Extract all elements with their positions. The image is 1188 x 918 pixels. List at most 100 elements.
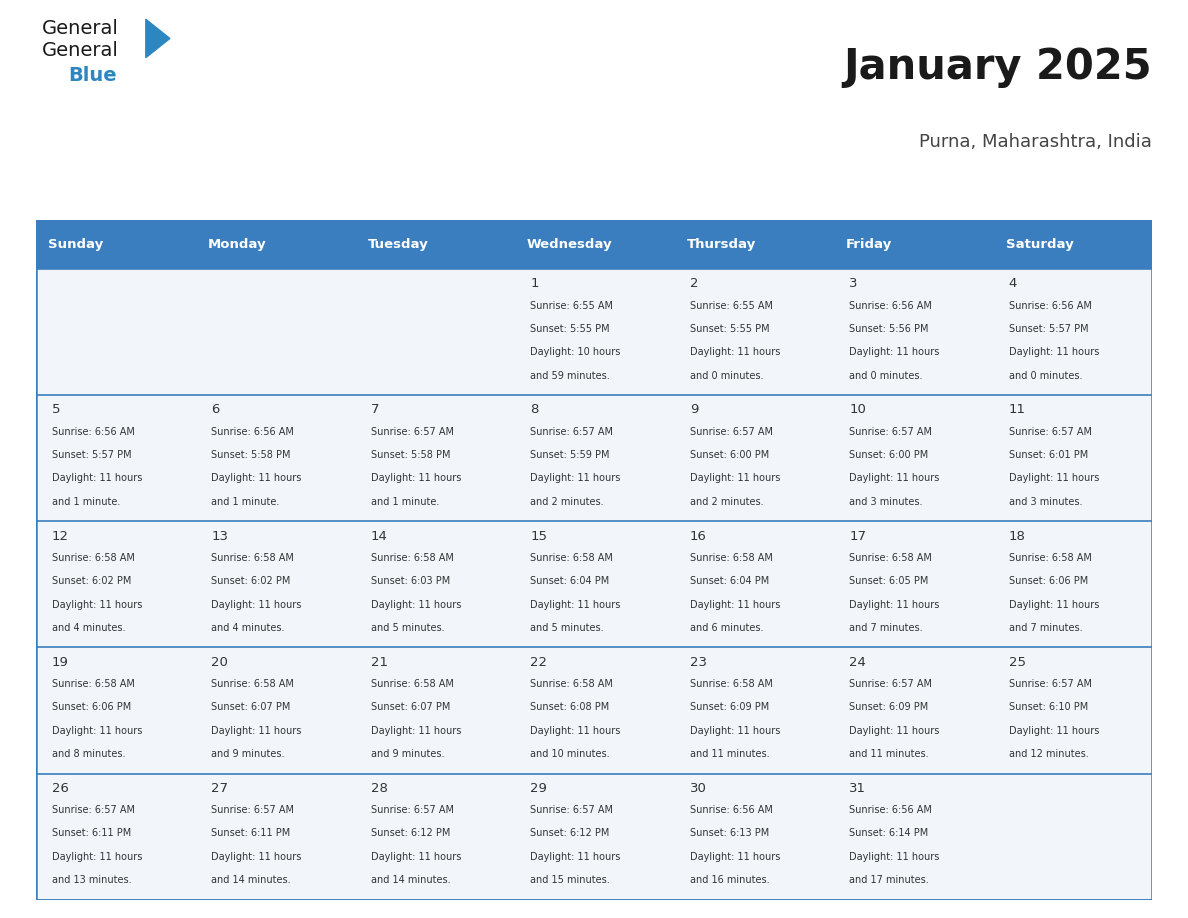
Text: Sunrise: 6:57 AM: Sunrise: 6:57 AM [1009,679,1092,688]
Text: 12: 12 [51,530,69,543]
Text: and 59 minutes.: and 59 minutes. [530,371,609,381]
Text: 11: 11 [1009,404,1025,417]
Bar [195,396,355,521]
Text: Sunset: 6:13 PM: Sunset: 6:13 PM [690,828,769,838]
Text: Sunrise: 6:58 AM: Sunrise: 6:58 AM [211,679,293,688]
Text: Daylight: 11 hours: Daylight: 11 hours [690,474,781,484]
Text: and 4 minutes.: and 4 minutes. [51,622,125,633]
Bar [993,774,1152,900]
Bar [674,774,833,900]
Text: and 3 minutes.: and 3 minutes. [849,497,923,507]
Text: Daylight: 11 hours: Daylight: 11 hours [849,725,940,735]
Text: and 1 minute.: and 1 minute. [371,497,440,507]
Text: Daylight: 11 hours: Daylight: 11 hours [371,852,461,862]
Text: Daylight: 11 hours: Daylight: 11 hours [1009,474,1099,484]
Text: Sunset: 6:05 PM: Sunset: 6:05 PM [849,577,929,587]
Text: 5: 5 [51,404,61,417]
Text: Sunrise: 6:58 AM: Sunrise: 6:58 AM [211,553,293,563]
Text: Daylight: 11 hours: Daylight: 11 hours [690,599,781,610]
Bar [833,396,993,521]
Text: Daylight: 11 hours: Daylight: 11 hours [690,347,781,357]
Text: Daylight: 11 hours: Daylight: 11 hours [371,725,461,735]
Text: and 8 minutes.: and 8 minutes. [51,749,125,759]
Text: Sunrise: 6:57 AM: Sunrise: 6:57 AM [1009,427,1092,437]
Text: Daylight: 11 hours: Daylight: 11 hours [51,852,143,862]
Bar [36,774,195,900]
Bar [36,396,195,521]
Text: 2: 2 [690,277,699,290]
Bar [674,220,833,269]
Text: and 0 minutes.: and 0 minutes. [849,371,923,381]
Text: Sunrise: 6:58 AM: Sunrise: 6:58 AM [371,553,454,563]
Text: Sunrise: 6:58 AM: Sunrise: 6:58 AM [530,553,613,563]
Text: and 14 minutes.: and 14 minutes. [211,875,291,885]
Text: 9: 9 [690,404,699,417]
Text: Daylight: 11 hours: Daylight: 11 hours [51,725,143,735]
Text: Daylight: 11 hours: Daylight: 11 hours [211,725,302,735]
Bar [993,396,1152,521]
Text: and 2 minutes.: and 2 minutes. [690,497,764,507]
Text: Thursday: Thursday [687,239,756,252]
Text: Sunrise: 6:55 AM: Sunrise: 6:55 AM [530,301,613,310]
Text: Daylight: 10 hours: Daylight: 10 hours [530,347,620,357]
Text: 17: 17 [849,530,866,543]
Text: Sunrise: 6:58 AM: Sunrise: 6:58 AM [690,679,772,688]
Text: Friday: Friday [846,239,892,252]
Text: Sunset: 6:14 PM: Sunset: 6:14 PM [849,828,929,838]
Text: Sunset: 6:09 PM: Sunset: 6:09 PM [690,702,769,712]
Text: 24: 24 [849,655,866,668]
Text: and 9 minutes.: and 9 minutes. [371,749,444,759]
Bar [674,521,833,647]
Text: Daylight: 11 hours: Daylight: 11 hours [211,474,302,484]
Text: Sunset: 6:08 PM: Sunset: 6:08 PM [530,702,609,712]
Text: Sunrise: 6:56 AM: Sunrise: 6:56 AM [211,427,293,437]
Text: Sunset: 6:12 PM: Sunset: 6:12 PM [371,828,450,838]
Bar [993,521,1152,647]
Text: Sunset: 6:01 PM: Sunset: 6:01 PM [1009,450,1088,460]
Text: 1: 1 [530,277,538,290]
Text: Purna, Maharashtra, India: Purna, Maharashtra, India [920,133,1152,151]
Text: and 2 minutes.: and 2 minutes. [530,497,604,507]
Text: and 7 minutes.: and 7 minutes. [1009,622,1082,633]
Text: 27: 27 [211,782,228,795]
Text: Tuesday: Tuesday [367,239,428,252]
Bar [355,220,514,269]
Text: Daylight: 11 hours: Daylight: 11 hours [530,725,620,735]
Text: 7: 7 [371,404,379,417]
Text: Sunrise: 6:58 AM: Sunrise: 6:58 AM [1009,553,1092,563]
Bar [833,647,993,774]
Text: Daylight: 11 hours: Daylight: 11 hours [371,599,461,610]
Text: 26: 26 [51,782,69,795]
Text: Sunrise: 6:58 AM: Sunrise: 6:58 AM [371,679,454,688]
Bar [36,220,195,269]
Text: 21: 21 [371,655,387,668]
Text: and 3 minutes.: and 3 minutes. [1009,497,1082,507]
Text: 29: 29 [530,782,546,795]
Text: Sunset: 6:04 PM: Sunset: 6:04 PM [690,577,769,587]
Text: Sunday: Sunday [49,239,103,252]
Text: 30: 30 [690,782,707,795]
Bar [833,269,993,396]
Text: Sunrise: 6:57 AM: Sunrise: 6:57 AM [690,427,772,437]
Text: Sunset: 6:06 PM: Sunset: 6:06 PM [1009,577,1088,587]
Text: Sunrise: 6:57 AM: Sunrise: 6:57 AM [51,805,134,815]
Text: Sunrise: 6:58 AM: Sunrise: 6:58 AM [690,553,772,563]
Bar [674,396,833,521]
Text: Sunset: 5:55 PM: Sunset: 5:55 PM [690,324,770,334]
Text: Daylight: 11 hours: Daylight: 11 hours [530,852,620,862]
Text: 14: 14 [371,530,387,543]
Text: 4: 4 [1009,277,1017,290]
Text: Sunrise: 6:58 AM: Sunrise: 6:58 AM [51,679,134,688]
Text: Daylight: 11 hours: Daylight: 11 hours [849,852,940,862]
Text: Sunrise: 6:57 AM: Sunrise: 6:57 AM [849,679,933,688]
Text: 15: 15 [530,530,548,543]
Text: Sunrise: 6:57 AM: Sunrise: 6:57 AM [371,805,454,815]
Text: Blue: Blue [69,66,116,84]
Text: 19: 19 [51,655,69,668]
Bar [993,220,1152,269]
Text: Daylight: 11 hours: Daylight: 11 hours [211,599,302,610]
Text: 31: 31 [849,782,866,795]
Text: 6: 6 [211,404,220,417]
Text: Daylight: 11 hours: Daylight: 11 hours [530,474,620,484]
Bar [195,521,355,647]
